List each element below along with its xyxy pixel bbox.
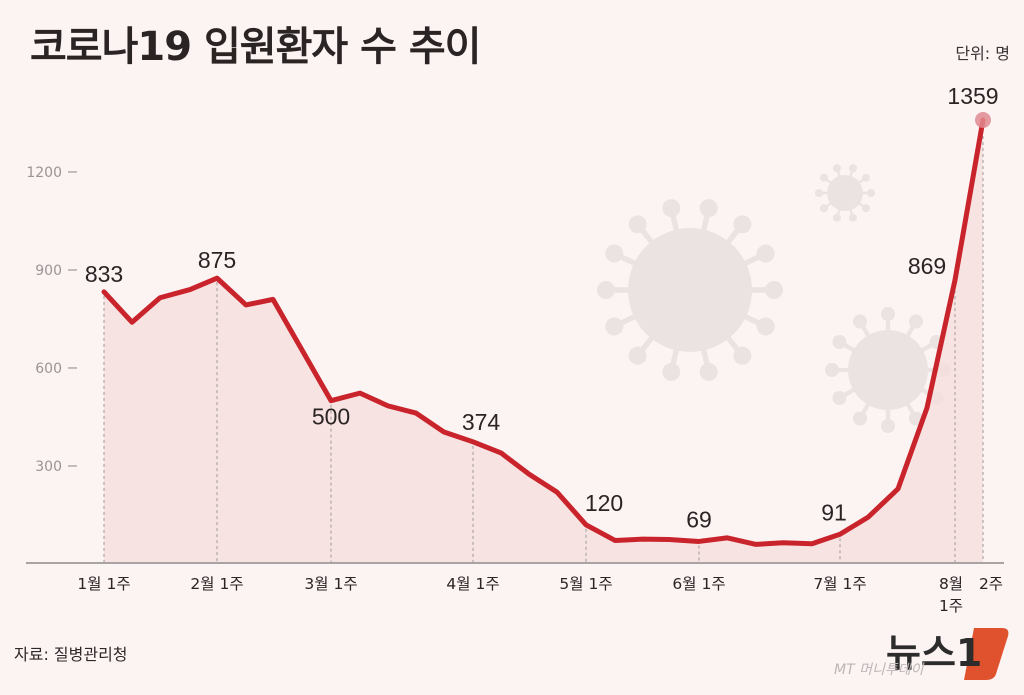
chart-title: 코로나19 입원환자 수 추이 <box>30 24 481 70</box>
y-tick-label: 600 <box>35 361 62 377</box>
value-label: 500 <box>312 404 350 430</box>
logo-sub-text: MT 머니투데이 <box>834 662 925 678</box>
x-tick-label: 5월 1주 <box>559 575 612 593</box>
value-label: 120 <box>585 490 623 516</box>
area-fill <box>104 120 983 564</box>
source-label: 자료: 질병관리청 <box>14 645 128 664</box>
drop-lines <box>103 124 984 564</box>
highlight-dot <box>975 112 991 129</box>
x-tick-label: 6월 1주 <box>672 575 725 593</box>
y-axis: 300 600 900 1200 <box>26 165 77 475</box>
x-axis-labels: 1월 1주 2월 1주 3월 1주 4월 1주 5월 1주 6월 1주 7월 1주 8월 1주 2… <box>77 575 1003 615</box>
x-tick-label: 4월 1주 <box>446 575 499 593</box>
x-tick-label: 7월 1주 <box>813 575 866 593</box>
value-label: 91 <box>821 499 847 525</box>
logo-text: 뉴스1 <box>886 631 982 675</box>
y-tick-label: 1200 <box>26 165 62 181</box>
x-tick-label: 1월 1주 <box>77 575 130 593</box>
x-tick-label: 2주 <box>979 575 1003 593</box>
x-tick-label: 1주 <box>939 597 963 615</box>
value-label: 869 <box>908 253 946 279</box>
value-label: 69 <box>686 506 712 532</box>
unit-label: 단위: 명 <box>955 44 1010 63</box>
x-tick-label: 2월 1주 <box>190 575 243 593</box>
y-tick-label: 300 <box>35 459 62 475</box>
value-label: 833 <box>85 261 123 287</box>
x-tick-label: 3월 1주 <box>304 575 357 593</box>
series-line <box>101 117 986 547</box>
virus-icon <box>597 199 783 381</box>
news1-logo: 뉴스1 MT 머니투데이 <box>834 628 1009 680</box>
value-label: 875 <box>198 247 236 273</box>
value-labels: 833 875 500 374 120 69 91 869 1359 <box>85 83 999 532</box>
y-tick-label: 900 <box>35 263 62 279</box>
value-label: 374 <box>462 409 501 435</box>
x-tick-label: 8월 <box>939 575 963 593</box>
value-label: 1359 <box>947 83 998 109</box>
virus-icon <box>815 164 875 222</box>
